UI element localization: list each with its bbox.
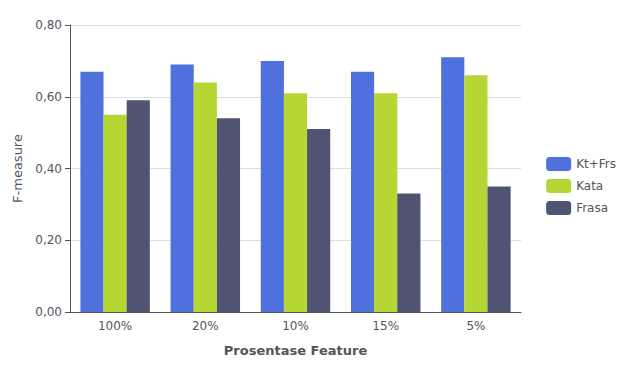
svg-text:0,40: 0,40 — [35, 162, 62, 176]
svg-text:5%: 5% — [466, 319, 485, 333]
svg-text:10%: 10% — [282, 319, 309, 333]
svg-text:Frasa: Frasa — [576, 201, 608, 215]
svg-text:0,00: 0,00 — [35, 305, 62, 319]
svg-text:15%: 15% — [372, 319, 399, 333]
svg-text:100%: 100% — [98, 319, 132, 333]
svg-text:Prosentase Feature: Prosentase Feature — [224, 343, 368, 358]
svg-text:0,20: 0,20 — [35, 233, 62, 247]
svg-text:Kt+Frs: Kt+Frs — [576, 157, 616, 171]
svg-text:0,80: 0,80 — [35, 18, 62, 32]
svg-text:Kata: Kata — [576, 179, 603, 193]
svg-text:20%: 20% — [192, 319, 219, 333]
svg-text:0,60: 0,60 — [35, 90, 62, 104]
svg-text:F-measure: F-measure — [10, 134, 25, 203]
